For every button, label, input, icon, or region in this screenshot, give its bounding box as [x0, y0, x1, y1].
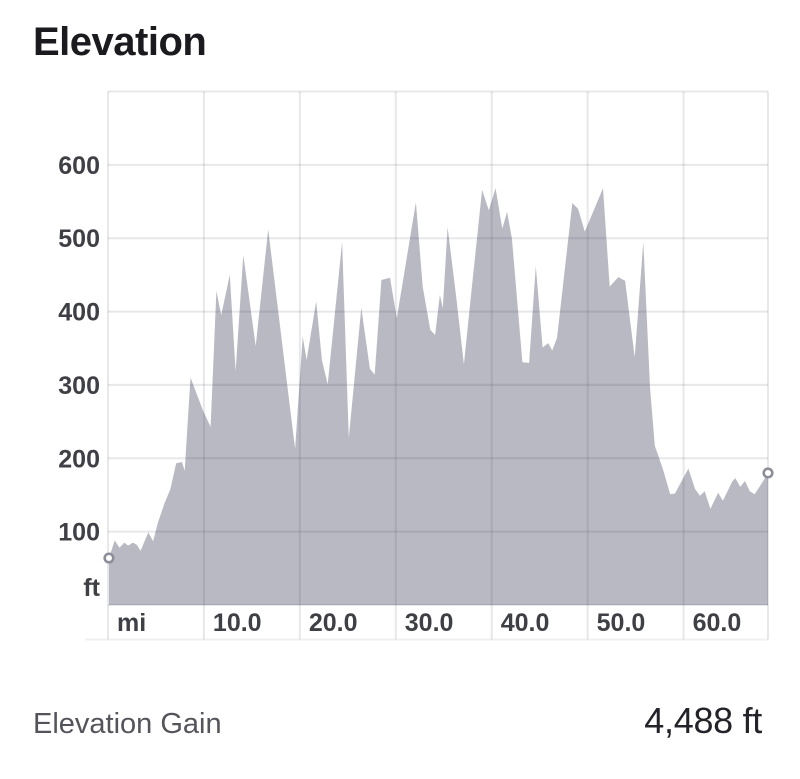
- y-tick-100: 100: [58, 519, 100, 547]
- y-tick-300: 300: [58, 372, 100, 400]
- y-axis-unit-label: ft: [83, 574, 100, 602]
- x-tick-10: 10.0: [213, 609, 262, 637]
- x-tick-50: 50.0: [597, 609, 646, 637]
- elevation-gain-value: 4,488 ft: [644, 700, 762, 741]
- x-tick-0: mi: [117, 609, 146, 637]
- x-tick-20: 20.0: [309, 609, 358, 637]
- y-tick-500: 500: [58, 225, 100, 253]
- elevation-gain-row: Elevation Gain 4,488 ft: [0, 700, 800, 742]
- route-end-marker: [762, 467, 774, 479]
- x-tick-60: 60.0: [693, 609, 742, 637]
- elevation-gain-label: Elevation Gain: [33, 708, 222, 740]
- route-start-marker: [103, 552, 115, 564]
- page-title: Elevation: [33, 20, 207, 64]
- y-tick-600: 600: [58, 152, 100, 180]
- elevation-area[interactable]: [109, 188, 768, 606]
- y-tick-200: 200: [58, 445, 100, 473]
- x-tick-30: 30.0: [405, 609, 454, 637]
- y-tick-400: 400: [58, 299, 100, 327]
- x-tick-40: 40.0: [501, 609, 550, 637]
